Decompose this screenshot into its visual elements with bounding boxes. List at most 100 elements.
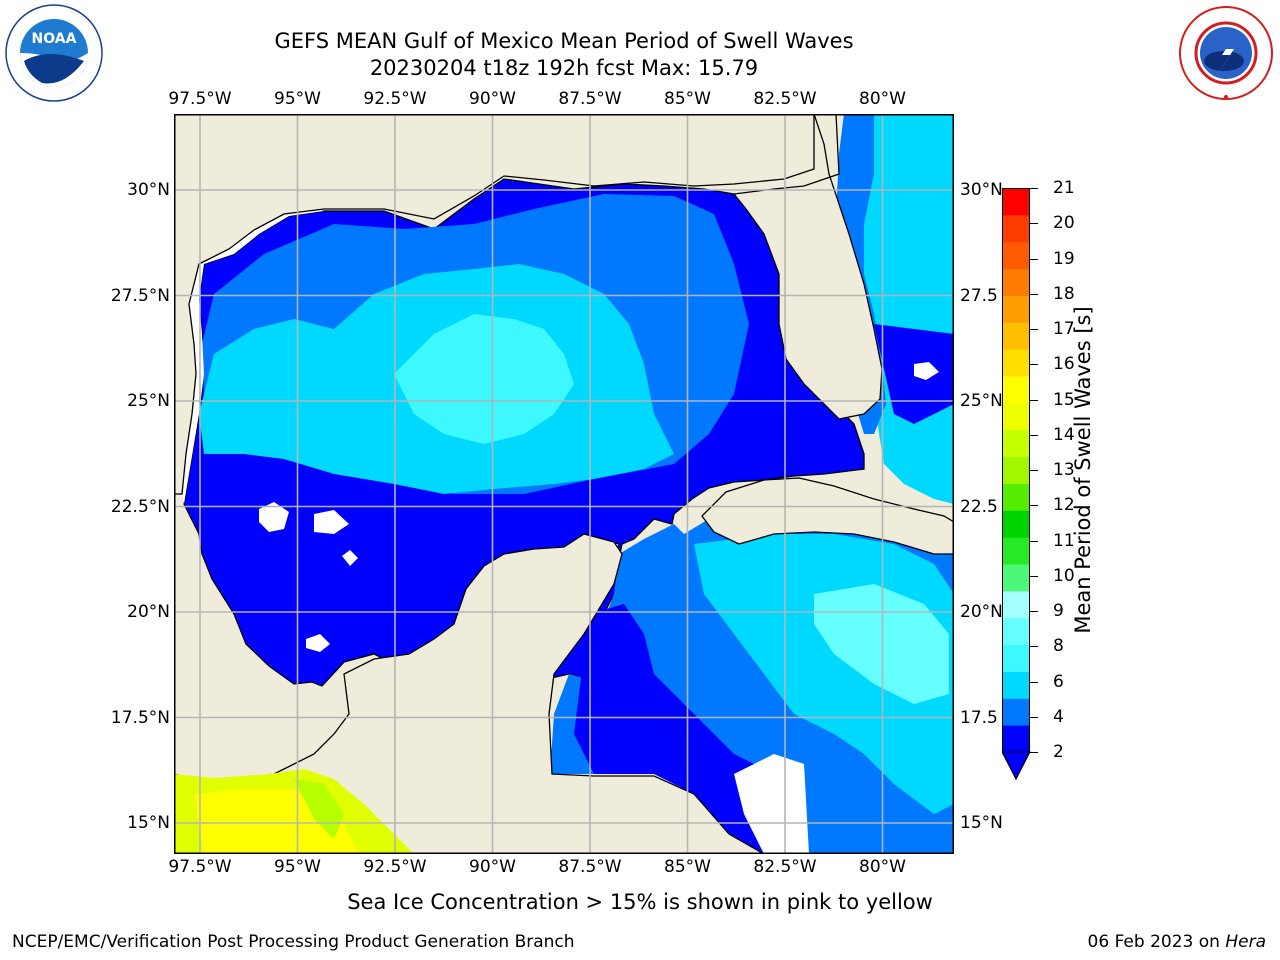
lat-tick-label-left: 17.5°N xyxy=(110,707,170,728)
colorbar-segment xyxy=(1002,402,1030,431)
colorbar-segment xyxy=(1002,725,1030,753)
lat-tick-label-right: 27.5 xyxy=(960,285,998,306)
lat-tick-label-right: 20°N xyxy=(960,602,1003,622)
colorbar-segment xyxy=(1002,698,1030,726)
colorbar-tick-label: 15 xyxy=(1053,389,1075,410)
nws-logo xyxy=(1176,3,1276,103)
colorbar-segment xyxy=(1002,295,1030,323)
lon-tick-label-bottom: 97.5°W xyxy=(168,857,232,877)
colorbar-tick-label: 6 xyxy=(1053,671,1064,692)
colorbar-segment xyxy=(1002,376,1030,404)
lat-tick-label-left: 20°N xyxy=(127,602,170,622)
colorbar-segment xyxy=(1002,510,1030,538)
colorbar-tick-label: 14 xyxy=(1053,424,1075,445)
sea-ice-note: Sea Ice Concentration > 15% is shown in … xyxy=(347,890,933,914)
colorbar-tick-label: 10 xyxy=(1053,565,1075,586)
footer-date-text: 06 Feb 2023 on xyxy=(1087,932,1226,952)
colorbar-tick-mark xyxy=(1030,434,1038,436)
lon-tick-label-top: 97.5°W xyxy=(168,89,232,109)
yucatan-land xyxy=(174,533,766,854)
colorbar-segment xyxy=(1002,590,1030,619)
map-panel xyxy=(174,114,954,854)
colorbar-tick-label: 2 xyxy=(1053,742,1064,762)
colorbar-tick-mark xyxy=(1030,681,1038,683)
noaa-logo-text: NOAA xyxy=(32,31,77,47)
colorbar-tick-mark xyxy=(1030,223,1038,225)
colorbar-tick-mark xyxy=(1030,329,1038,330)
lat-tick-label-right: 30°N xyxy=(960,180,1003,200)
colorbar-tick-label: 20 xyxy=(1053,213,1075,234)
lon-tick-label-top: 80°W xyxy=(859,89,906,109)
footer-credit: NCEP/EMC/Verification Post Processing Pr… xyxy=(12,932,575,952)
colorbar-segment xyxy=(1002,564,1030,592)
colorbar-tick-label: 8 xyxy=(1053,636,1064,657)
colorbar-tick-mark xyxy=(1030,752,1038,753)
colorbar-tick-mark xyxy=(1030,364,1038,366)
lat-tick-label-right: 15°N xyxy=(960,813,1003,833)
colorbar-segment xyxy=(1002,644,1030,672)
lon-tick-label-top: 95°W xyxy=(274,89,321,109)
colorbar-segment xyxy=(1002,268,1030,296)
colorbar-tick-label: 17 xyxy=(1053,319,1075,339)
colorbar-segment xyxy=(1002,617,1030,646)
chart-title: GEFS MEAN Gulf of Mexico Mean Period of … xyxy=(274,29,854,53)
colorbar-tick-mark xyxy=(1030,258,1038,260)
lat-tick-label-right: 25°N xyxy=(960,391,1003,411)
colorbar-tick-mark xyxy=(1030,505,1038,507)
colorbar-tick-mark xyxy=(1030,188,1038,189)
lat-tick-label-left: 27.5°N xyxy=(110,285,170,306)
noaa-logo: NOAA xyxy=(4,3,104,103)
colorbar-tick-mark xyxy=(1030,293,1038,295)
lon-tick-label-bottom: 85°W xyxy=(664,857,711,877)
colorbar-tick-mark xyxy=(1030,399,1038,401)
colorbar-tick-label: 13 xyxy=(1053,460,1075,480)
colorbar-segment xyxy=(1002,456,1030,484)
lat-tick-label-left: 22.5°N xyxy=(110,496,170,517)
colorbar-tick-mark xyxy=(1030,716,1038,718)
lon-tick-label-bottom: 80°W xyxy=(859,857,906,877)
lon-tick-label-bottom: 82.5°W xyxy=(753,857,817,877)
lat-tick-label-left: 15°N xyxy=(127,813,170,833)
colorbar-tick-mark xyxy=(1030,611,1038,612)
colorbar-tick-label: 18 xyxy=(1053,283,1075,304)
colorbar-tick-label: 21 xyxy=(1053,178,1075,198)
colorbar-segment xyxy=(1002,349,1030,377)
colorbar-segment xyxy=(1002,537,1030,565)
colorbar-tick-label: 12 xyxy=(1053,495,1075,516)
colorbar-tick-mark xyxy=(1030,470,1038,471)
colorbar-frame xyxy=(1002,188,1030,780)
lon-tick-label-top: 87.5°W xyxy=(558,89,622,109)
lat-tick-label-left: 25°N xyxy=(127,391,170,411)
lon-tick-label-bottom: 95°W xyxy=(274,857,321,877)
lon-tick-label-top: 92.5°W xyxy=(363,89,427,109)
colorbar-tick-label: 4 xyxy=(1053,706,1064,727)
colorbar-tick-mark xyxy=(1030,575,1038,577)
lon-tick-label-bottom: 92.5°W xyxy=(363,857,427,877)
lon-tick-label-bottom: 90°W xyxy=(469,857,516,877)
cuba-land xyxy=(701,477,954,555)
lat-tick-label-left: 30°N xyxy=(127,180,170,200)
colorbar-segment xyxy=(1002,429,1030,458)
colorbar xyxy=(1002,188,1036,780)
lon-tick-label-bottom: 87.5°W xyxy=(558,857,622,877)
colorbar-segment xyxy=(1002,214,1030,243)
lon-tick-label-top: 82.5°W xyxy=(753,89,817,109)
lat-tick-label-right: 22.5 xyxy=(960,496,998,517)
lat-tick-label-right: 17.5 xyxy=(960,707,998,728)
chart-subtitle: 20230204 t18z 192h fcst Max: 15.79 xyxy=(369,56,759,80)
colorbar-label: Mean Period of Swell Waves [s] xyxy=(1071,306,1095,634)
colorbar-segment xyxy=(1002,241,1030,270)
lon-tick-label-top: 90°W xyxy=(469,89,516,109)
footer-host: Hera xyxy=(1225,932,1266,952)
colorbar-tick-mark xyxy=(1030,540,1038,542)
colorbar-tick-mark xyxy=(1030,646,1038,648)
colorbar-segment xyxy=(1002,188,1030,216)
lon-tick-label-top: 85°W xyxy=(664,89,711,109)
colorbar-tick-label: 9 xyxy=(1053,601,1064,621)
colorbar-tick-label: 16 xyxy=(1053,354,1075,375)
colorbar-segment xyxy=(1002,671,1030,699)
colorbar-tick-label: 11 xyxy=(1053,530,1075,551)
colorbar-extend-arrow xyxy=(1002,751,1031,780)
colorbar-segment xyxy=(1002,483,1030,511)
footer-date: 06 Feb 2023 on Hera xyxy=(1088,932,1266,952)
